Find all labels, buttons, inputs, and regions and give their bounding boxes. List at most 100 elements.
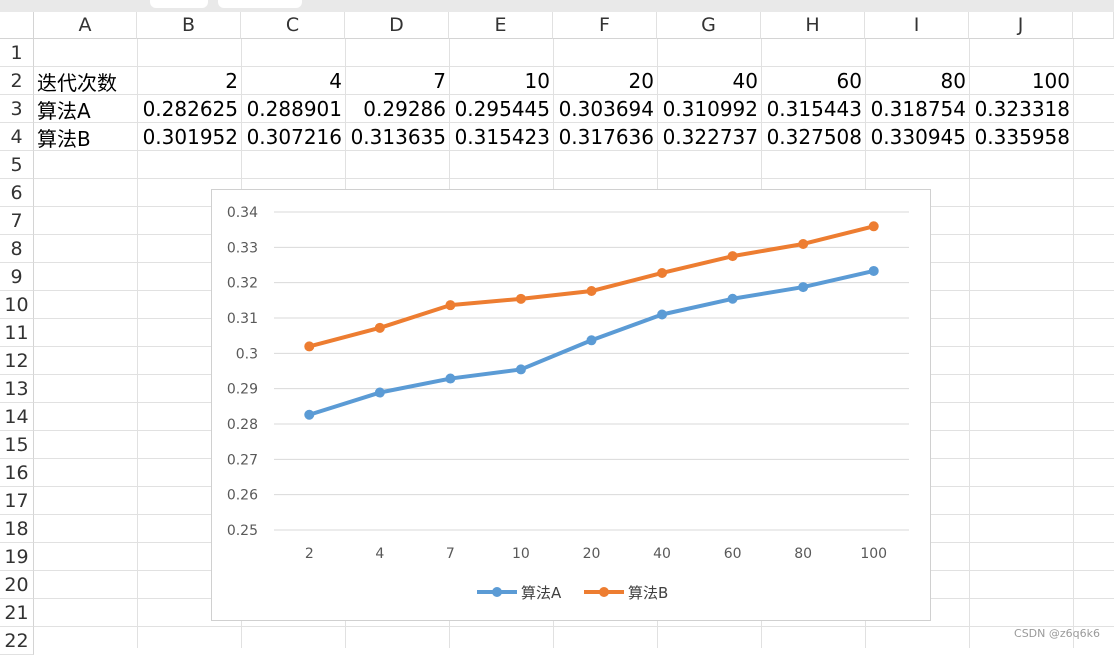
cell-e3[interactable]: 0.295445 [454, 97, 550, 121]
column-header-e[interactable]: E [449, 12, 553, 39]
cell-g4[interactable]: 0.322737 [662, 125, 758, 149]
cell-d3[interactable]: 0.29286 [363, 97, 446, 121]
cell-h3[interactable]: 0.315443 [766, 97, 862, 121]
window-top-strip [0, 0, 1114, 12]
data-point[interactable] [445, 300, 456, 311]
cell-h4[interactable]: 0.327508 [766, 125, 862, 149]
row-header-14[interactable]: 14 [0, 403, 34, 431]
row-header-3[interactable]: 3 [0, 95, 34, 123]
row-header-22[interactable]: 22 [0, 627, 34, 655]
cell-d2[interactable]: 7 [433, 69, 446, 93]
cell-b2[interactable]: 2 [225, 69, 238, 93]
row-header-21[interactable]: 21 [0, 599, 34, 627]
cell-c4[interactable]: 0.307216 [246, 125, 342, 149]
row-header-4[interactable]: 4 [0, 123, 34, 151]
row-header-13[interactable]: 13 [0, 375, 34, 403]
y-tick-label: 0.25 [227, 523, 258, 539]
x-tick-label: 80 [794, 546, 812, 562]
row-header-7[interactable]: 7 [0, 207, 34, 235]
x-tick-label: 7 [446, 546, 455, 562]
y-tick-label: 0.26 [227, 488, 258, 504]
legend-marker [599, 587, 609, 597]
row-header-18[interactable]: 18 [0, 515, 34, 543]
y-tick-label: 0.3 [236, 346, 258, 362]
column-header-d[interactable]: D [345, 12, 449, 39]
cell-h2[interactable]: 60 [836, 69, 862, 93]
legend-label: 算法B [628, 584, 668, 602]
y-tick-label: 0.34 [227, 205, 258, 221]
row-header-1[interactable]: 1 [0, 39, 34, 67]
cell-e2[interactable]: 10 [524, 69, 550, 93]
row-header-5[interactable]: 5 [0, 151, 34, 179]
y-tick-label: 0.27 [227, 452, 258, 468]
cell-j2[interactable]: 100 [1031, 69, 1070, 93]
row-header-2[interactable]: 2 [0, 67, 34, 95]
data-point[interactable] [657, 267, 668, 278]
x-tick-label: 40 [653, 546, 671, 562]
cell-i2[interactable]: 80 [940, 69, 966, 93]
data-point[interactable] [727, 251, 738, 262]
line-chart[interactable]: 0.25 0.26 0.27 0.28 0.29 0.3 0.31 0.32 0.33 0.34 2… [211, 189, 931, 621]
data-point[interactable] [586, 335, 597, 346]
column-header-b[interactable]: B [137, 12, 241, 39]
y-tick-label: 0.32 [227, 276, 258, 292]
column-header-j[interactable]: J [969, 12, 1073, 39]
row-header-9[interactable]: 9 [0, 263, 34, 291]
data-point[interactable] [868, 265, 879, 276]
cell-j4[interactable]: 0.335958 [974, 125, 1070, 149]
row-header-11[interactable]: 11 [0, 319, 34, 347]
cell-f4[interactable]: 0.317636 [558, 125, 654, 149]
x-tick-label: 100 [860, 546, 887, 562]
cell-b4[interactable]: 0.301952 [142, 125, 238, 149]
data-point[interactable] [374, 387, 385, 398]
cell-g3[interactable]: 0.310992 [662, 97, 758, 121]
cell-f2[interactable]: 20 [628, 69, 654, 93]
row-header-17[interactable]: 17 [0, 487, 34, 515]
cell-g2[interactable]: 40 [732, 69, 758, 93]
column-header-g[interactable]: G [657, 12, 761, 39]
cell-e4[interactable]: 0.315423 [454, 125, 550, 149]
cell-a3[interactable]: 算法A [37, 98, 91, 123]
cell-c3[interactable]: 0.288901 [246, 97, 342, 121]
column-header-a[interactable]: A [34, 12, 137, 39]
cell-j3[interactable]: 0.323318 [974, 97, 1070, 121]
cell-a4[interactable]: 算法B [37, 126, 91, 151]
row-header-6[interactable]: 6 [0, 179, 34, 207]
data-point[interactable] [657, 309, 668, 320]
data-point[interactable] [798, 282, 809, 293]
cell-c2[interactable]: 4 [329, 69, 342, 93]
y-tick-label: 0.33 [227, 240, 258, 256]
data-point[interactable] [374, 322, 385, 333]
row-header-12[interactable]: 12 [0, 347, 34, 375]
cell-i3[interactable]: 0.318754 [870, 97, 966, 121]
data-point[interactable] [515, 293, 526, 304]
row-header-16[interactable]: 16 [0, 459, 34, 487]
column-header-f[interactable]: F [553, 12, 657, 39]
cell-a2[interactable]: 迭代次数 [37, 70, 117, 95]
cell-f3[interactable]: 0.303694 [558, 97, 654, 121]
cell-b3[interactable]: 0.282625 [142, 97, 238, 121]
watermark: CSDN @z6q6k6 [1014, 627, 1100, 640]
row-header-15[interactable]: 15 [0, 431, 34, 459]
data-point[interactable] [868, 221, 879, 232]
data-point[interactable] [727, 293, 738, 304]
data-point[interactable] [445, 373, 456, 384]
row-header-10[interactable]: 10 [0, 291, 34, 319]
row-header-8[interactable]: 8 [0, 235, 34, 263]
x-tick-label: 20 [583, 546, 601, 562]
cell-i4[interactable]: 0.330945 [870, 125, 966, 149]
cell-d4[interactable]: 0.313635 [350, 125, 446, 149]
top-tab-2[interactable] [218, 0, 302, 8]
data-point[interactable] [586, 286, 597, 297]
column-header-h[interactable]: H [761, 12, 865, 39]
select-all-corner[interactable] [0, 12, 34, 39]
top-tab-1[interactable] [150, 0, 208, 8]
data-point[interactable] [304, 409, 315, 420]
column-header-c[interactable]: C [241, 12, 345, 39]
data-point[interactable] [798, 238, 809, 249]
data-point[interactable] [304, 341, 315, 352]
column-header-i[interactable]: I [865, 12, 969, 39]
data-point[interactable] [515, 364, 526, 375]
row-header-20[interactable]: 20 [0, 571, 34, 599]
row-header-19[interactable]: 19 [0, 543, 34, 571]
